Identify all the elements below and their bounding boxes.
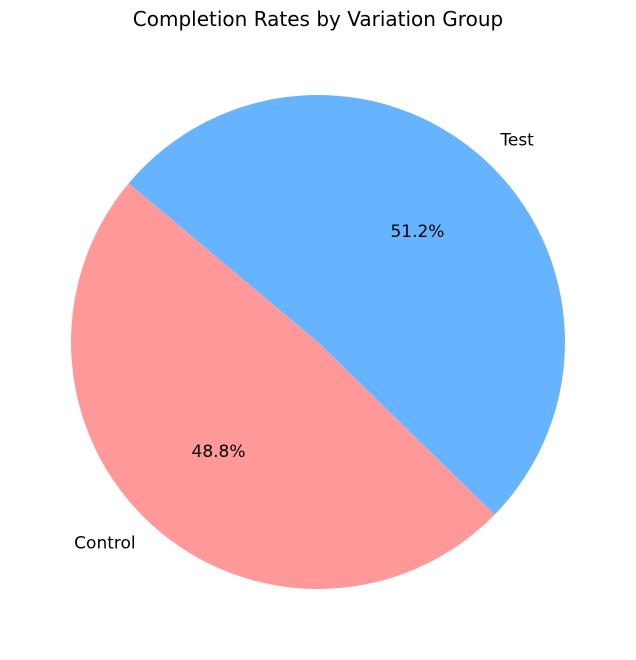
pie-slices: [70, 95, 565, 590]
slice-label-control: Control: [74, 533, 135, 553]
pie-slice-test: [128, 95, 565, 515]
slice-label-test: Test: [499, 131, 534, 151]
slice-percent-control: 48.8%: [192, 442, 246, 462]
pie-slice-control: [70, 183, 495, 590]
pie-labels: Control 48.8% Test 51.2%: [74, 131, 534, 554]
chart-title: Completion Rates by Variation Group: [133, 7, 503, 31]
slice-percent-test: 51.2%: [390, 222, 444, 242]
